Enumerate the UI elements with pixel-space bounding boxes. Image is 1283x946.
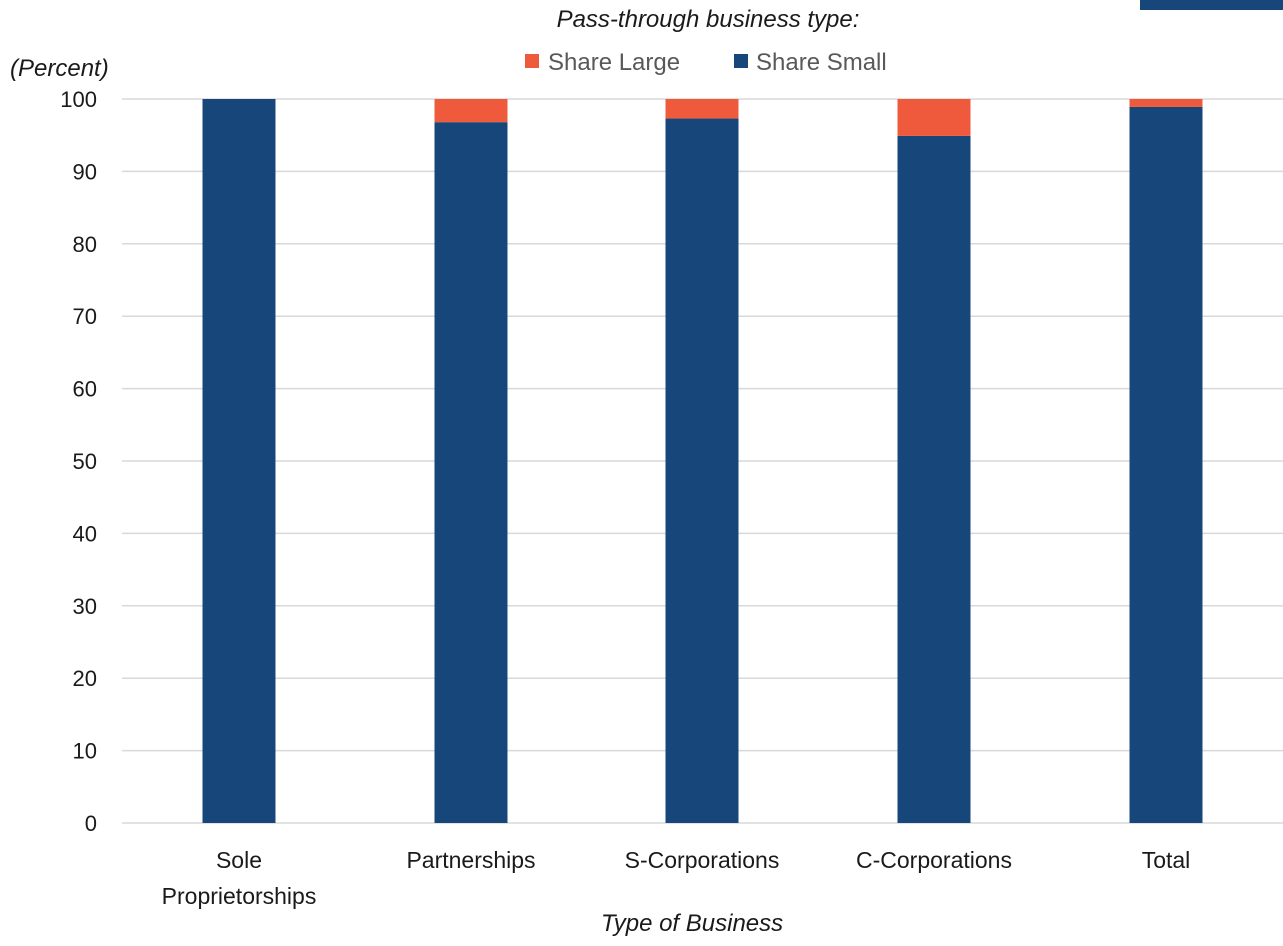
y-tick-label: 100 xyxy=(60,87,97,112)
bars xyxy=(202,99,1203,824)
bar-segment xyxy=(434,99,508,123)
y-tick-label: 50 xyxy=(73,449,97,474)
y-axis-ticks: 0 10 20 30 40 50 60 70 80 90 100 xyxy=(60,87,97,836)
bar-segment xyxy=(1129,106,1203,824)
x-tick-label-line: Partnerships xyxy=(406,847,535,873)
legend-swatch xyxy=(734,54,748,68)
x-tick-label-line: S-Corporations xyxy=(625,847,780,873)
x-tick-label-line: Proprietorships xyxy=(162,883,317,909)
legend: Share Large Share Small xyxy=(525,49,887,76)
x-tick-label: Sole Proprietorships xyxy=(162,847,317,909)
legend-label: Share Large xyxy=(548,49,680,76)
y-tick-label: 0 xyxy=(85,811,97,836)
x-axis-title: Type of Business xyxy=(601,910,783,937)
legend-swatch xyxy=(525,54,539,68)
x-tick-label: C-Corporations xyxy=(856,847,1012,873)
y-tick-label: 10 xyxy=(73,739,97,764)
x-axis-labels: Sole Proprietorships Partnerships S-Corpora… xyxy=(162,847,1191,909)
y-tick-label: 20 xyxy=(73,666,97,691)
x-tick-label-line: Sole xyxy=(216,847,262,873)
y-tick-label: 60 xyxy=(73,377,97,402)
bar-segment xyxy=(897,99,971,136)
x-tick-label: S-Corporations xyxy=(625,847,780,873)
y-tick-label: 80 xyxy=(73,232,97,257)
bar-segment xyxy=(665,118,739,824)
legend-title: Pass-through business type: xyxy=(557,6,860,33)
bar-segment xyxy=(897,135,971,823)
x-tick-label-line: Total xyxy=(1142,847,1191,873)
y-tick-label: 90 xyxy=(73,159,97,184)
x-tick-label-line: C-Corporations xyxy=(856,847,1012,873)
y-tick-label: 70 xyxy=(73,304,97,329)
x-tick-label: Partnerships xyxy=(406,847,535,873)
legend-label: Share Small xyxy=(756,49,887,76)
bar-segment xyxy=(202,99,276,823)
y-axis-title: (Percent) xyxy=(10,55,109,82)
y-tick-label: 30 xyxy=(73,594,97,619)
x-tick-label: Total xyxy=(1142,847,1191,873)
bar-segment xyxy=(665,99,739,119)
y-tick-label: 40 xyxy=(73,521,97,546)
bar-segment xyxy=(1129,99,1203,107)
corner-decoration xyxy=(1140,0,1283,10)
bar-segment xyxy=(434,122,508,824)
